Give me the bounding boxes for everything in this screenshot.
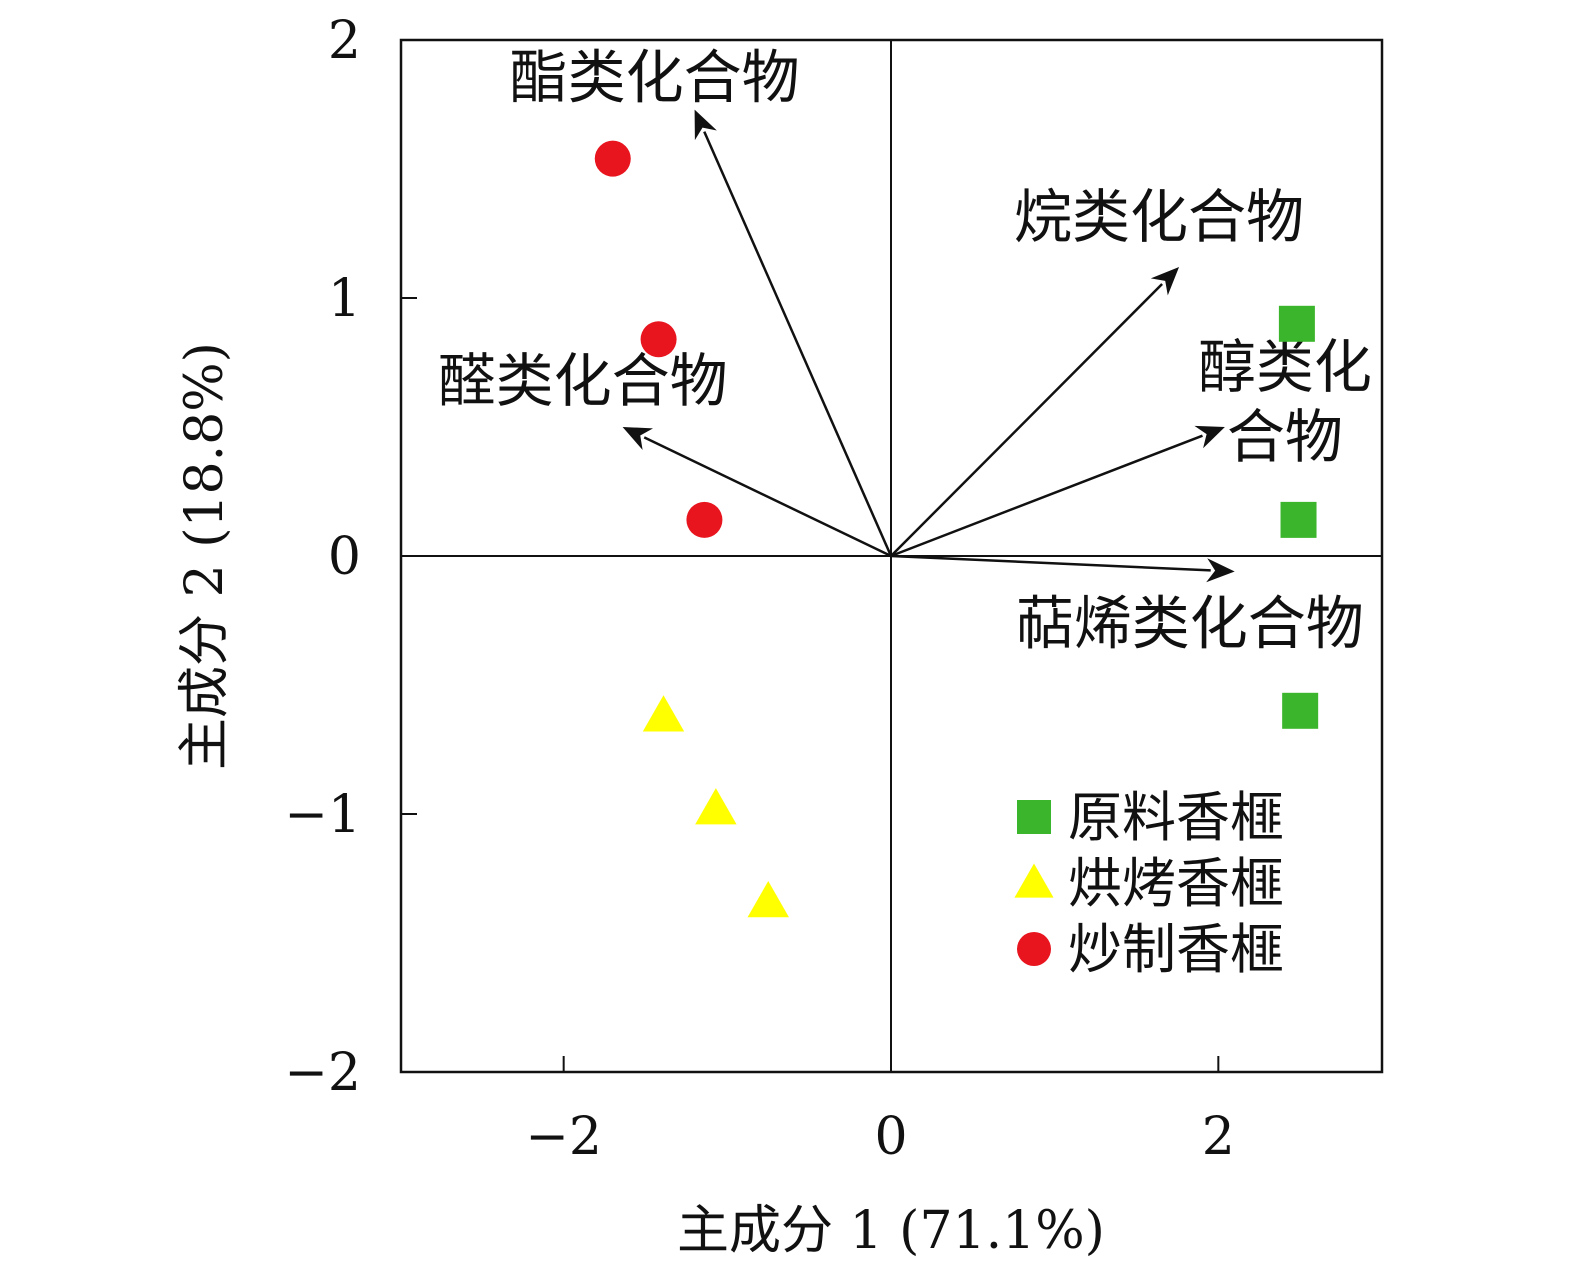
legend-label: 烘烤香榧 xyxy=(1068,852,1284,915)
score-point-square xyxy=(1282,692,1319,729)
score-point-triangle xyxy=(747,881,789,918)
score-point-square xyxy=(1280,501,1317,538)
loading-arrow-shaft xyxy=(890,283,1163,557)
score-point-circle xyxy=(640,321,677,358)
legend-marker-circle xyxy=(1017,932,1051,966)
score-point-triangle xyxy=(695,788,737,825)
score-point-circle xyxy=(686,501,723,538)
y-tick-label: 0 xyxy=(328,527,361,587)
loading-arrow-shaft xyxy=(890,554,1211,572)
loading-arrow-head xyxy=(1194,425,1225,449)
score-point-triangle xyxy=(642,695,685,732)
x-axis-title: 主成分 1 (71.1%) xyxy=(677,1201,1105,1261)
x-axis-ticks: −2 0 2 xyxy=(525,1056,1235,1167)
y-tick-label: −1 xyxy=(284,785,361,845)
legend-marker-square xyxy=(1017,800,1051,834)
y-tick-label: −2 xyxy=(284,1043,361,1103)
score-points xyxy=(594,140,1319,918)
y-axis-ticks: −2 −1 0 1 2 xyxy=(284,11,417,1103)
loading-arrow-shaft xyxy=(643,436,892,558)
legend-label: 原料香榧 xyxy=(1068,786,1284,849)
loading-label: 醛类化合物 xyxy=(438,347,728,415)
loading-arrow-shaft xyxy=(703,131,893,557)
loading-arrow-head xyxy=(1206,558,1235,583)
loading-arrow-head xyxy=(622,427,654,450)
loading-label: 烷类化合物 xyxy=(1014,183,1304,251)
loading-label: 萜烯类化合物 xyxy=(1016,589,1364,657)
loading-arrow-shaft xyxy=(890,434,1203,558)
loading-arrow-head xyxy=(694,109,717,141)
y-tick-label: 1 xyxy=(328,269,361,329)
loading-arrow-head xyxy=(1150,267,1180,296)
y-axis-title: 主成分 2 (18.8%) xyxy=(175,342,235,770)
x-tick-label: −2 xyxy=(525,1107,602,1167)
loading-label: 醇类化合物 xyxy=(1198,333,1372,471)
score-point-circle xyxy=(594,140,631,177)
legend-marker-triangle xyxy=(1014,863,1054,898)
legend-label: 炒制香榧 xyxy=(1068,918,1284,981)
score-point-square xyxy=(1278,305,1315,342)
x-tick-label: 2 xyxy=(1202,1107,1235,1167)
y-tick-label: 2 xyxy=(328,11,361,71)
x-tick-label: 0 xyxy=(874,1107,907,1167)
loading-label: 酯类化合物 xyxy=(510,44,800,112)
